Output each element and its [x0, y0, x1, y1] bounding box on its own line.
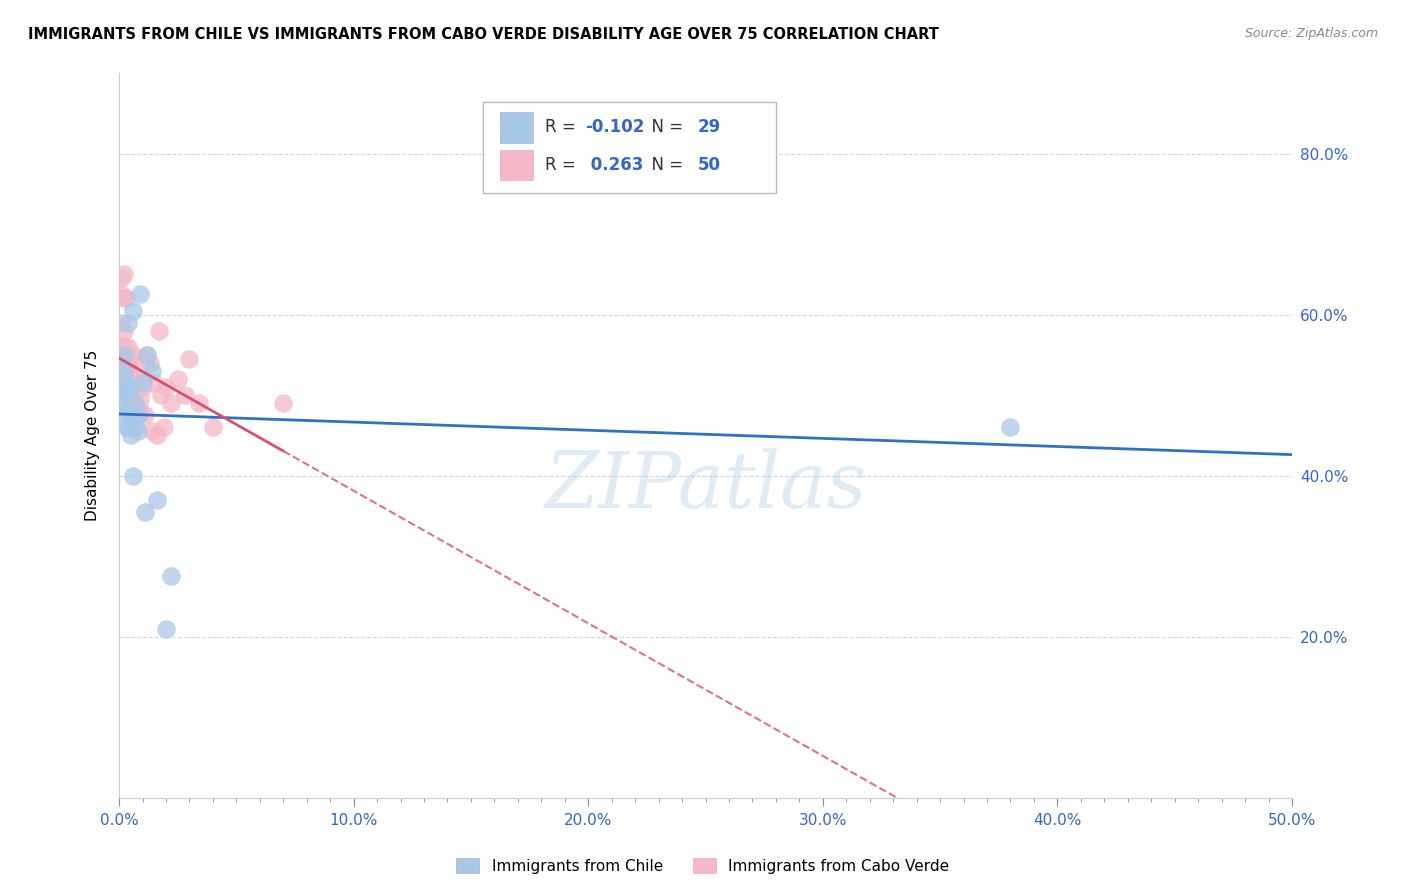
Point: [129, 404, 152, 418]
Point: [115, 356, 138, 370]
FancyBboxPatch shape: [501, 112, 533, 143]
Point: [127, 372, 149, 386]
Point: [129, 287, 152, 301]
Point: [120, 380, 142, 394]
Point: [110, 340, 132, 354]
Point: [112, 292, 135, 306]
Point: [120, 396, 142, 410]
Text: -0.102: -0.102: [585, 119, 644, 136]
Point: [117, 359, 139, 374]
Point: [155, 622, 177, 636]
Point: [150, 388, 173, 402]
Point: [112, 372, 135, 386]
Point: [148, 324, 170, 338]
Point: [136, 348, 159, 362]
Point: [112, 364, 135, 378]
Point: [122, 368, 145, 382]
Text: ZIPatlas: ZIPatlas: [544, 448, 866, 524]
Point: [110, 400, 132, 414]
Point: [117, 420, 139, 434]
Point: [134, 408, 156, 422]
Point: [110, 316, 132, 330]
Point: [127, 408, 149, 422]
Point: [115, 368, 138, 382]
Point: [129, 392, 152, 406]
FancyBboxPatch shape: [501, 150, 533, 180]
Point: [179, 351, 201, 366]
FancyBboxPatch shape: [482, 102, 776, 193]
Point: [115, 292, 138, 306]
Point: [143, 376, 166, 390]
Point: [110, 388, 132, 402]
Point: [120, 388, 142, 402]
Point: [117, 404, 139, 418]
Point: [155, 380, 177, 394]
Point: [131, 376, 153, 390]
Point: [112, 340, 135, 354]
Point: [122, 303, 145, 318]
Point: [120, 372, 142, 386]
Text: 0.263: 0.263: [585, 156, 643, 174]
Point: [120, 412, 142, 426]
Text: 29: 29: [697, 119, 720, 136]
Point: [124, 420, 146, 434]
Point: [201, 420, 224, 434]
Point: [159, 396, 181, 410]
Point: [115, 420, 138, 434]
Point: [117, 351, 139, 366]
Point: [159, 569, 181, 583]
Point: [115, 408, 138, 422]
Point: [115, 343, 138, 358]
Point: [112, 340, 135, 354]
Point: [134, 505, 156, 519]
Point: [141, 425, 163, 439]
Point: [112, 324, 135, 338]
Text: N =: N =: [641, 119, 689, 136]
Y-axis label: Disability Age Over 75: Disability Age Over 75: [86, 350, 100, 521]
Point: [131, 380, 153, 394]
Point: [110, 271, 132, 285]
Text: R =: R =: [546, 156, 581, 174]
Point: [120, 428, 142, 442]
Legend: Immigrants from Chile, Immigrants from Cabo Verde: Immigrants from Chile, Immigrants from C…: [450, 852, 956, 880]
Point: [136, 348, 159, 362]
Point: [166, 372, 188, 386]
Point: [145, 492, 167, 507]
Point: [115, 384, 138, 398]
Point: [112, 267, 135, 281]
Point: [117, 388, 139, 402]
Point: [152, 420, 174, 434]
Text: 50: 50: [697, 156, 720, 174]
Point: [117, 340, 139, 354]
Point: [124, 384, 146, 398]
Point: [138, 356, 160, 370]
Text: IMMIGRANTS FROM CHILE VS IMMIGRANTS FROM CABO VERDE DISABILITY AGE OVER 75 CORRE: IMMIGRANTS FROM CHILE VS IMMIGRANTS FROM…: [28, 27, 939, 42]
Text: Source: ZipAtlas.com: Source: ZipAtlas.com: [1244, 27, 1378, 40]
Point: [141, 364, 163, 378]
Text: N =: N =: [641, 156, 689, 174]
Point: [127, 408, 149, 422]
Point: [122, 388, 145, 402]
Point: [1000, 420, 1022, 434]
Point: [110, 287, 132, 301]
Point: [115, 380, 138, 394]
Point: [127, 425, 149, 439]
Point: [271, 396, 294, 410]
Point: [112, 348, 135, 362]
Point: [117, 316, 139, 330]
Point: [122, 468, 145, 483]
Text: R =: R =: [546, 119, 581, 136]
Point: [124, 396, 146, 410]
Point: [120, 412, 142, 426]
Point: [122, 348, 145, 362]
Point: [173, 388, 195, 402]
Point: [124, 396, 146, 410]
Point: [145, 428, 167, 442]
Point: [124, 356, 146, 370]
Point: [187, 396, 209, 410]
